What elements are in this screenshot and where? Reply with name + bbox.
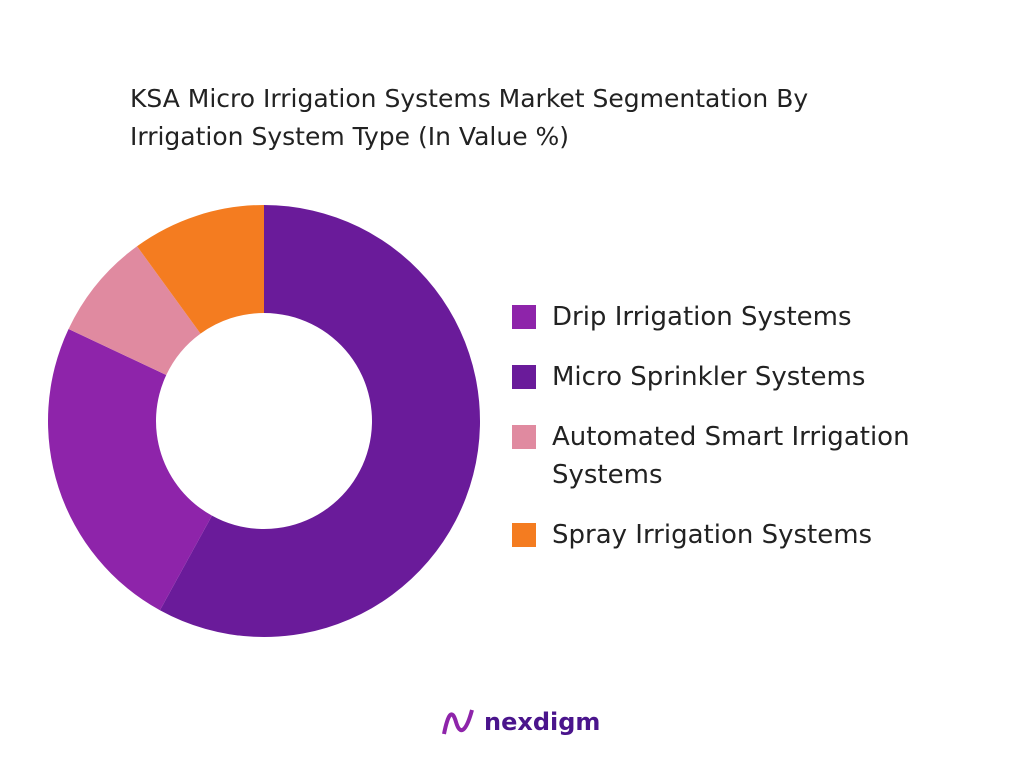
- legend-swatch: [512, 523, 536, 547]
- chart: [48, 205, 480, 637]
- legend-swatch: [512, 365, 536, 389]
- legend-item: Micro Sprinkler Systems: [512, 358, 992, 396]
- donut-segment: [48, 329, 212, 611]
- legend-item: Spray Irrigation Systems: [512, 516, 992, 554]
- legend-label: Automated Smart Irrigation Systems: [552, 422, 910, 490]
- brand-logo: [442, 709, 474, 735]
- legend-swatch: [512, 425, 536, 449]
- legend-item: Drip Irrigation Systems: [512, 298, 992, 336]
- legend-item: Automated Smart Irrigation Systems: [512, 418, 992, 494]
- legend-label: Spray Irrigation Systems: [552, 520, 873, 550]
- chart-title: KSA Micro Irrigation Systems Market Segm…: [130, 84, 809, 151]
- brand: nexdigm: [440, 704, 600, 740]
- legend: Drip Irrigation Systems Micro Sprinkler S…: [512, 298, 992, 576]
- donut-segment: [137, 205, 264, 334]
- donut-segment: [68, 246, 201, 376]
- donut-segment: [159, 205, 480, 637]
- legend-label: Micro Sprinkler Systems: [552, 362, 866, 392]
- brand-name: nexdigm: [484, 708, 601, 736]
- legend-swatch: [512, 305, 536, 329]
- legend-label: Drip Irrigation Systems: [552, 302, 852, 332]
